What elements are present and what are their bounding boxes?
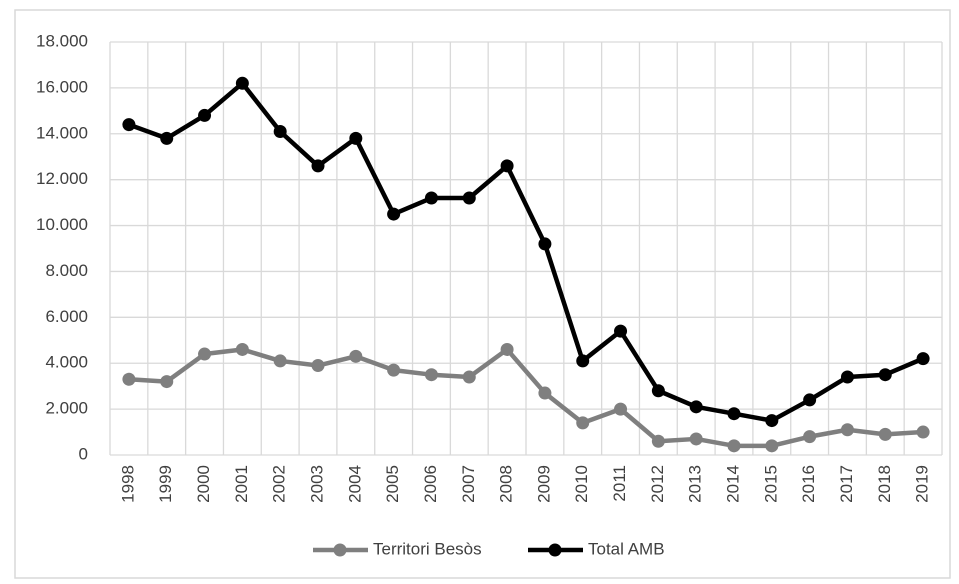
legend-label: Territori Besòs [373,539,482,558]
data-point [198,108,212,122]
data-point [424,191,438,205]
x-tick-label: 2015 [761,465,780,503]
legend-marker [333,543,347,557]
x-tick-label: 1998 [118,465,137,503]
data-point [651,384,665,398]
data-point [538,237,552,251]
data-point [311,159,325,173]
data-point [576,354,590,368]
y-tick-label: 8.000 [45,261,88,280]
data-point [462,191,476,205]
data-point [500,159,514,173]
y-tick-label: 0 [79,444,88,463]
x-tick-label: 2017 [837,465,856,503]
x-tick-label: 2004 [345,465,364,503]
data-point [878,368,892,382]
x-tick-label: 2013 [686,465,705,503]
x-tick-label: 1999 [156,465,175,503]
data-point [424,368,438,382]
x-tick-label: 2003 [307,465,326,503]
data-point [387,363,401,377]
data-point [462,370,476,384]
data-point [273,124,287,138]
data-point [689,432,703,446]
data-point [765,439,779,453]
x-tick-label: 2016 [799,465,818,503]
data-point [198,347,212,361]
data-point [349,349,363,363]
y-tick-label: 4.000 [45,353,88,372]
data-point [273,354,287,368]
data-point [840,370,854,384]
data-point [614,324,628,338]
data-point [803,393,817,407]
x-tick-label: 2018 [875,465,894,503]
y-tick-label: 2.000 [45,399,88,418]
y-tick-label: 18.000 [36,31,88,50]
x-tick-label: 2002 [270,465,289,503]
data-point [803,430,817,444]
data-point [160,131,174,145]
x-tick-label: 2019 [913,465,932,503]
data-point [916,352,930,366]
x-tick-label: 2000 [194,465,213,503]
y-tick-label: 6.000 [45,307,88,326]
x-tick-label: 2010 [572,465,591,503]
data-point [765,414,779,428]
x-tick-label: 2014 [723,465,742,503]
data-point [122,118,136,132]
data-point [538,386,552,400]
y-tick-label: 12.000 [36,169,88,188]
series-line [128,347,924,449]
data-point [349,131,363,145]
x-tick-label: 2012 [648,465,667,503]
data-point [576,416,590,430]
y-tick-label: 14.000 [36,123,88,142]
data-point [727,439,741,453]
data-point [235,76,249,90]
x-tick-label: 2006 [421,465,440,503]
data-point [840,423,854,437]
legend-marker [548,543,562,557]
x-tick-label: 2001 [232,465,251,503]
data-point [651,434,665,448]
data-point [500,342,514,356]
x-tick-label: 2008 [497,465,516,503]
chart-frame [14,9,951,579]
data-point [916,425,930,439]
data-point [387,207,401,221]
data-point [727,407,741,421]
data-point [235,342,249,356]
series-line [128,81,924,423]
data-point [122,372,136,386]
y-tick-label: 10.000 [36,215,88,234]
data-point [614,402,628,416]
x-tick-label: 2005 [383,465,402,503]
data-point [878,427,892,441]
x-tick-label: 2009 [534,465,553,503]
data-point [311,359,325,373]
legend-label: Total AMB [588,539,665,558]
data-point [689,400,703,414]
x-tick-label: 2007 [459,465,478,503]
y-tick-label: 16.000 [36,77,88,96]
x-tick-label: 2011 [610,465,629,502]
data-point [160,375,174,389]
